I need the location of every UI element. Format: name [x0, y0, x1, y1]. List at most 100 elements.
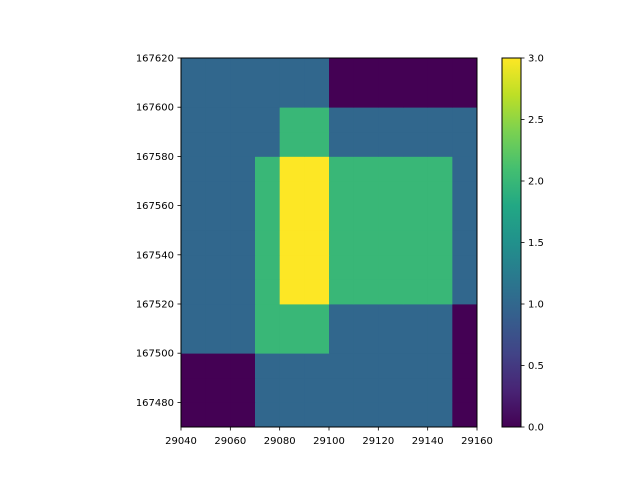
heatmap-cell: [452, 82, 478, 108]
y-tick-label: 167580: [136, 152, 174, 163]
heatmap-cell: [304, 279, 330, 305]
heatmap-cell: [205, 181, 231, 206]
heatmap-cell: [230, 328, 256, 354]
heatmap-cell: [353, 156, 379, 182]
heatmap-cell: [353, 205, 379, 231]
heatmap-cell: [255, 131, 281, 157]
heatmap-cell: [329, 328, 355, 354]
heatmap-cell: [304, 353, 330, 379]
heatmap-cell: [181, 131, 207, 157]
heatmap-cell: [329, 205, 355, 231]
heatmap-cell: [279, 279, 305, 305]
heatmap-cell: [255, 58, 281, 83]
heatmap-cell: [181, 304, 207, 329]
heatmap-cell: [304, 131, 330, 157]
heatmap-cell: [353, 58, 379, 83]
heatmap-cell: [329, 279, 355, 305]
x-tick-label: 29040: [165, 436, 197, 447]
y-tick-label: 167500: [136, 349, 174, 360]
heatmap-cell: [403, 353, 429, 379]
heatmap-cell: [329, 156, 355, 182]
heatmap-cell: [181, 230, 207, 256]
y-tick-label: 167620: [136, 54, 174, 65]
heatmap-cell: [353, 230, 379, 256]
colorbar-tick-label: 1.0: [528, 300, 544, 311]
heatmap-cell: [230, 304, 256, 329]
heatmap-cell: [403, 304, 429, 329]
heatmap-cell: [403, 82, 429, 108]
heatmap-cell: [329, 377, 355, 403]
heatmap-cell: [279, 156, 305, 182]
heatmap-cell: [205, 58, 231, 83]
heatmap-cell: [378, 107, 404, 133]
heatmap-cell: [255, 156, 281, 182]
heatmap-cell: [403, 58, 429, 83]
heatmap-cell: [378, 58, 404, 83]
x-tick-label: 29120: [362, 436, 394, 447]
heatmap-cell: [427, 156, 453, 182]
heatmap-cell: [403, 156, 429, 182]
heatmap-cell: [452, 304, 478, 329]
heatmap-cell: [353, 402, 379, 428]
heatmap-cell: [452, 107, 478, 133]
colorbar-tick-label: 2.0: [528, 177, 544, 188]
heatmap-cell: [205, 328, 231, 354]
heatmap-cell: [304, 58, 330, 83]
heatmap-cell: [403, 205, 429, 231]
heatmap-cell: [255, 82, 281, 108]
heatmap-cell: [427, 131, 453, 157]
heatmap-cell: [279, 304, 305, 329]
heatmap-cell: [205, 131, 231, 157]
heatmap-cell: [427, 377, 453, 403]
heatmap-cell: [329, 181, 355, 206]
heatmap-cell: [230, 230, 256, 256]
heatmap-cell: [378, 353, 404, 379]
y-axis: 167480 167500 167520 167540 167560 167580 1676…: [136, 54, 181, 409]
heatmap-cell: [181, 279, 207, 305]
heatmap-cell: [329, 131, 355, 157]
heatmap-cell: [427, 205, 453, 231]
heatmap-cell: [230, 402, 256, 428]
heatmap-cell: [181, 377, 207, 403]
heatmap-cell: [353, 82, 379, 108]
heatmap-cell: [378, 279, 404, 305]
heatmap-cell: [205, 279, 231, 305]
heatmap-cell: [403, 230, 429, 256]
heatmap-cell: [452, 131, 478, 157]
heatmap-cell: [452, 230, 478, 256]
heatmap-cell: [279, 58, 305, 83]
heatmap-cell: [205, 82, 231, 108]
heatmap-cell: [279, 181, 305, 206]
heatmap-cell: [230, 82, 256, 108]
heatmap-cell: [378, 181, 404, 206]
heatmap-cell: [255, 107, 281, 133]
heatmap-cell: [329, 82, 355, 108]
colorbar-tick-label: 0.0: [528, 423, 544, 434]
heatmap-cell: [230, 254, 256, 280]
heatmap-cell: [353, 304, 379, 329]
heatmap-cell: [403, 107, 429, 133]
heatmap-cell: [181, 402, 207, 428]
y-tick-label: 167560: [136, 201, 174, 212]
heatmap-cell: [279, 254, 305, 280]
heatmap-cell: [353, 107, 379, 133]
heatmap-cell: [378, 402, 404, 428]
heatmap-cell: [279, 328, 305, 354]
heatmap-cell: [205, 377, 231, 403]
x-axis: 29040 29060 29080 29100 29120 29140 29160: [165, 427, 493, 447]
heatmap-cell: [279, 402, 305, 428]
heatmap-cell: [329, 304, 355, 329]
heatmap-cell: [205, 156, 231, 182]
heatmap-cell: [403, 402, 429, 428]
heatmap-cell: [427, 304, 453, 329]
heatmap-cell: [403, 131, 429, 157]
heatmap-cell: [378, 205, 404, 231]
heatmap-cell: [452, 58, 478, 83]
heatmap-cell: [181, 107, 207, 133]
heatmap-cell: [279, 377, 305, 403]
colorbar-tick-label: 2.5: [528, 115, 544, 126]
x-tick-label: 29060: [214, 436, 246, 447]
heatmap-cell: [255, 377, 281, 403]
heatmap-cell: [329, 230, 355, 256]
heatmap-cells: [181, 58, 478, 428]
